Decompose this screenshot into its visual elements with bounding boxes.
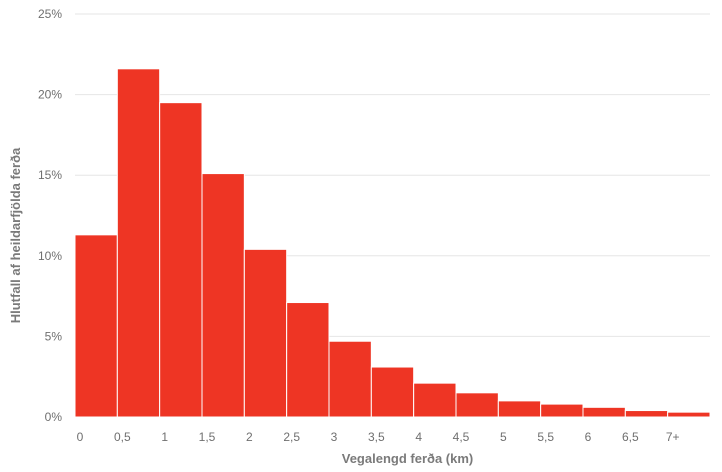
x-tick-label: 0 [77,430,84,444]
histogram-bar [243,248,288,418]
x-tick-label: 5 [500,430,507,444]
x-axis-title: Vegalengd ferða (km) [342,451,473,466]
histogram-bar [455,392,499,418]
x-tick-label: 1 [161,430,168,444]
y-tick-label: 5% [45,329,63,343]
histogram-bar [413,382,457,418]
x-tick-label: 2 [246,430,253,444]
histogram-bar [116,68,161,418]
x-axis-ticks: 0 0,5 1 1,5 2 2,5 3 3,5 4 4,5 5 5,5 6 6,5 7+ [77,430,680,444]
histogram-bar [497,400,542,418]
x-tick-label: 5,5 [537,430,554,444]
y-tick-label: 20% [38,88,62,102]
histogram-bar [624,410,669,418]
y-axis-ticks: 0% 5% 10% 15% 20% 25% [38,7,62,424]
x-tick-label: 7+ [666,430,680,444]
x-tick-label: 3,5 [368,430,385,444]
y-tick-label: 15% [38,168,62,182]
histogram-bar [370,366,415,418]
y-tick-label: 25% [38,7,62,21]
y-tick-label: 0% [45,410,63,424]
x-tick-label: 2,5 [283,430,300,444]
histogram-bar [201,173,245,418]
x-tick-label: 1,5 [199,430,216,444]
histogram-bar [667,411,711,418]
x-tick-label: 6 [585,430,592,444]
x-tick-label: 0,5 [114,430,131,444]
x-tick-label: 4,5 [453,430,470,444]
bars [74,68,711,418]
histogram-bar [286,302,330,418]
x-tick-label: 4 [415,430,422,444]
y-tick-label: 10% [38,249,62,263]
histogram-bar [540,403,584,418]
histogram-bar [74,234,118,418]
x-tick-label: 3 [331,430,338,444]
histogram-bar [159,102,203,418]
histogram-bar [582,406,626,418]
x-tick-label: 6,5 [622,430,639,444]
y-axis-title: Hlutfall af heildarfjölda ferða [8,147,23,323]
histogram-bar [328,340,372,418]
